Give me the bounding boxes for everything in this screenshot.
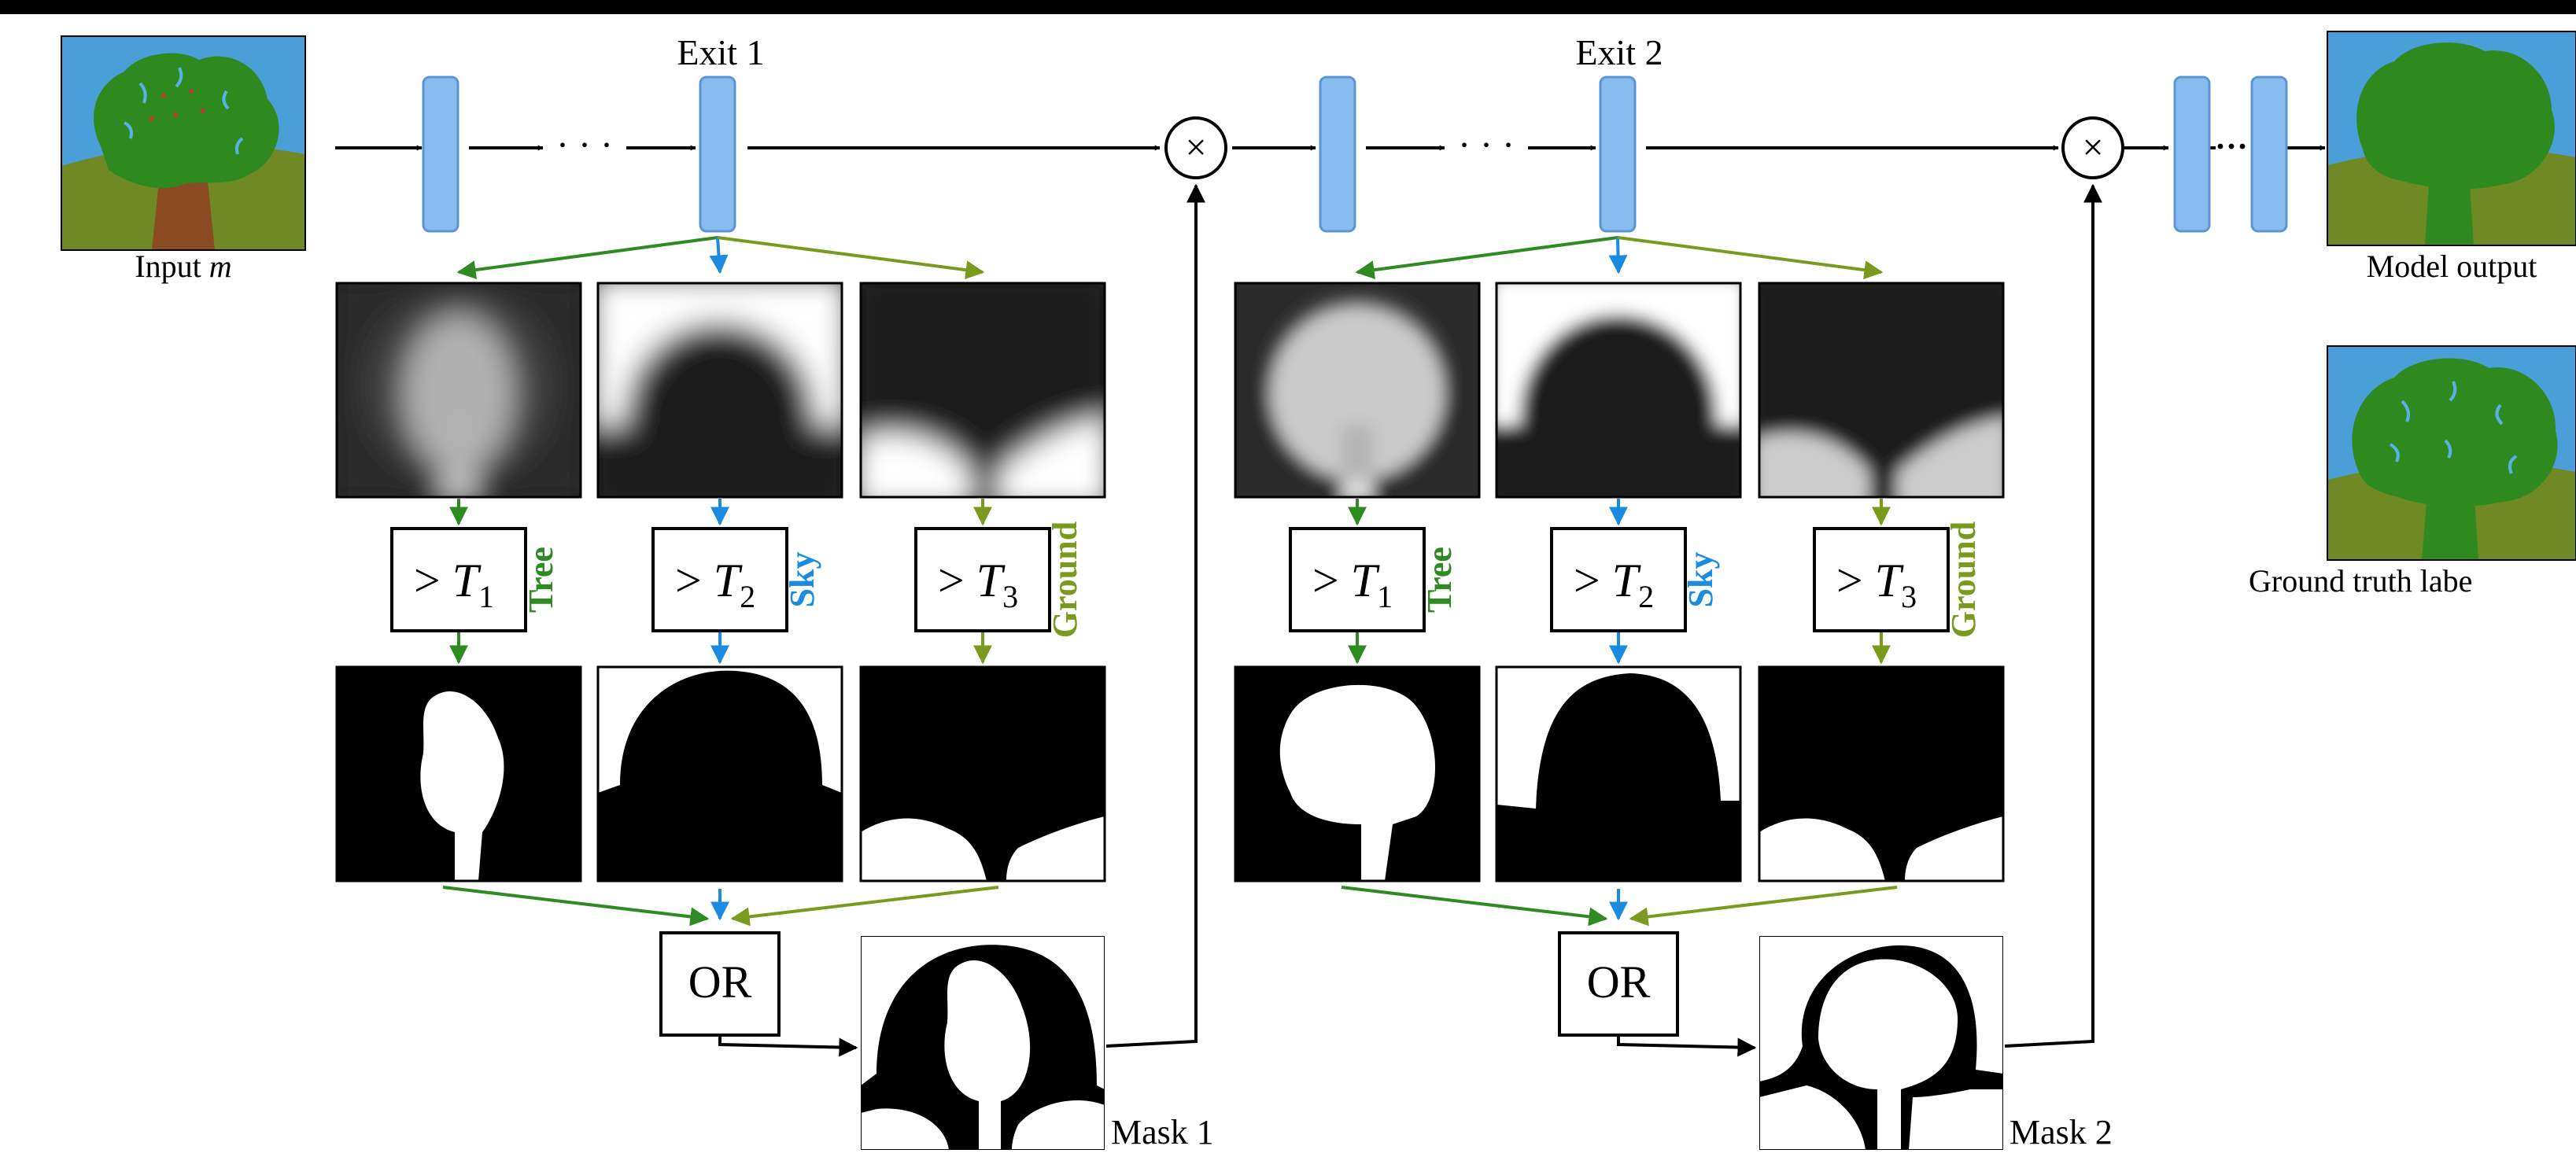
mask-2: [1759, 936, 2003, 1150]
threshold-op: >: [1836, 555, 1875, 606]
multiply-node-2: ×: [2061, 116, 2124, 179]
threshold-subscript: 2: [740, 579, 755, 614]
probability-map-sky: [1495, 282, 1742, 499]
ellipsis-3: ···: [2215, 129, 2248, 165]
threshold-expression-tree: > T1: [414, 555, 494, 614]
probability-map-ground: [859, 282, 1106, 499]
input-label-prefix: Input: [135, 249, 209, 284]
input-image: [61, 35, 306, 251]
threshold-op: >: [1312, 555, 1351, 606]
arrow-ground-to-or: [730, 886, 999, 927]
class-label-tree: Tree: [522, 547, 560, 613]
layer-block-6: [2250, 76, 2288, 233]
arrow-tree-to-or: [442, 886, 710, 927]
binary-mask-sky: [596, 665, 843, 882]
threshold-box-tree: [1289, 527, 1426, 632]
probability-map-sky: [596, 282, 843, 499]
layer-blocks: [422, 76, 2288, 233]
class-label-sky: Sky: [1681, 552, 1720, 608]
input-label: Input m: [135, 249, 231, 284]
multiply-symbol-2: ×: [2082, 127, 2103, 168]
arrow-mask-to-multiply-2: [2004, 183, 2102, 1048]
threshold-subscript: 2: [1638, 579, 1654, 614]
binary-mask-tree: [335, 665, 582, 882]
threshold-op: >: [938, 555, 976, 606]
class-label-ground: Ground: [1046, 521, 1084, 638]
layer-block-exit2: [1599, 76, 1637, 233]
ground-truth-label: Ground truth labe: [2249, 563, 2472, 599]
threshold-subscript: 3: [1901, 579, 1917, 614]
threshold-var: T: [1875, 555, 1904, 606]
threshold-box-sky: [1550, 527, 1687, 632]
threshold-expression-ground: > T3: [938, 555, 1018, 614]
threshold-box-ground: [1813, 527, 1950, 632]
binary-mask-ground: [1758, 665, 2005, 882]
probability-map-tree: [335, 282, 582, 499]
probability-map-ground: [1758, 282, 2005, 499]
multiply-symbol-1: ×: [1185, 127, 1206, 168]
branch-arrow-tree: [1355, 236, 1618, 280]
ellipsis-2: · · ·: [1458, 124, 1515, 166]
threshold-expression-sky: > T2: [1574, 555, 1654, 614]
binary-mask-ground: [859, 665, 1106, 882]
threshold-op: >: [1574, 555, 1612, 606]
probability-map-tree: [1234, 282, 1481, 499]
model-output-label: Model output: [2367, 249, 2537, 284]
threshold-subscript: 1: [1377, 579, 1393, 614]
exit1-label: Exit 1: [677, 32, 764, 72]
or-box: [659, 931, 781, 1037]
input-label-var: m: [209, 249, 232, 284]
arrow-tree-to-or: [1341, 886, 1608, 927]
threshold-box-ground: [914, 527, 1051, 632]
layer-block-exit1: [699, 76, 736, 233]
threshold-var: T: [1351, 555, 1380, 606]
threshold-expression-sky: > T2: [675, 555, 755, 614]
exit2-label: Exit 2: [1575, 32, 1663, 72]
model-output-image: [2327, 31, 2576, 246]
multiply-node-1: ×: [1164, 116, 1227, 179]
class-label-ground: Ground: [1944, 521, 1983, 638]
branch-arrow-ground: [1617, 236, 1884, 280]
binary-mask-tree: [1234, 665, 1481, 882]
branch-arrow-sky: [709, 237, 729, 275]
threshold-op: >: [675, 555, 714, 606]
branch-arrow-tree: [456, 236, 718, 280]
threshold-expression-ground: > T3: [1836, 555, 1917, 614]
branch-arrow-ground: [717, 236, 985, 280]
threshold-var: T: [1612, 555, 1641, 606]
layer-block-3: [1319, 76, 1356, 233]
threshold-subscript: 3: [1002, 579, 1018, 614]
ground-truth-image: [2327, 345, 2576, 561]
threshold-var: T: [714, 555, 743, 606]
arrow-or-to-mask: [1617, 1035, 1757, 1057]
threshold-subscript: 1: [478, 579, 494, 614]
layer-block-1: [422, 76, 459, 233]
class-label-tree: Tree: [1420, 547, 1459, 613]
mask-label-2: Mask 2: [2010, 1113, 2113, 1151]
class-label-sky: Sky: [783, 552, 821, 608]
mask-1: [861, 936, 1105, 1150]
arrow-ground-to-or: [1629, 886, 1898, 927]
threshold-var: T: [452, 555, 482, 606]
binary-mask-sky: [1495, 665, 1742, 882]
or-label: OR: [1587, 956, 1651, 1008]
ellipsis-1: · · ·: [556, 124, 613, 166]
arrow-mask-to-multiply-1: [1105, 183, 1205, 1048]
layer-block-5: [2173, 76, 2211, 233]
threshold-var: T: [976, 555, 1006, 606]
or-label: OR: [688, 956, 752, 1008]
mask-label-1: Mask 1: [1111, 1113, 1214, 1151]
arrow-or-to-mask: [718, 1035, 858, 1057]
threshold-box-sky: [651, 527, 788, 632]
or-box: [1558, 931, 1679, 1037]
threshold-box-tree: [390, 527, 527, 632]
threshold-op: >: [414, 555, 452, 606]
threshold-expression-tree: > T1: [1312, 555, 1393, 614]
